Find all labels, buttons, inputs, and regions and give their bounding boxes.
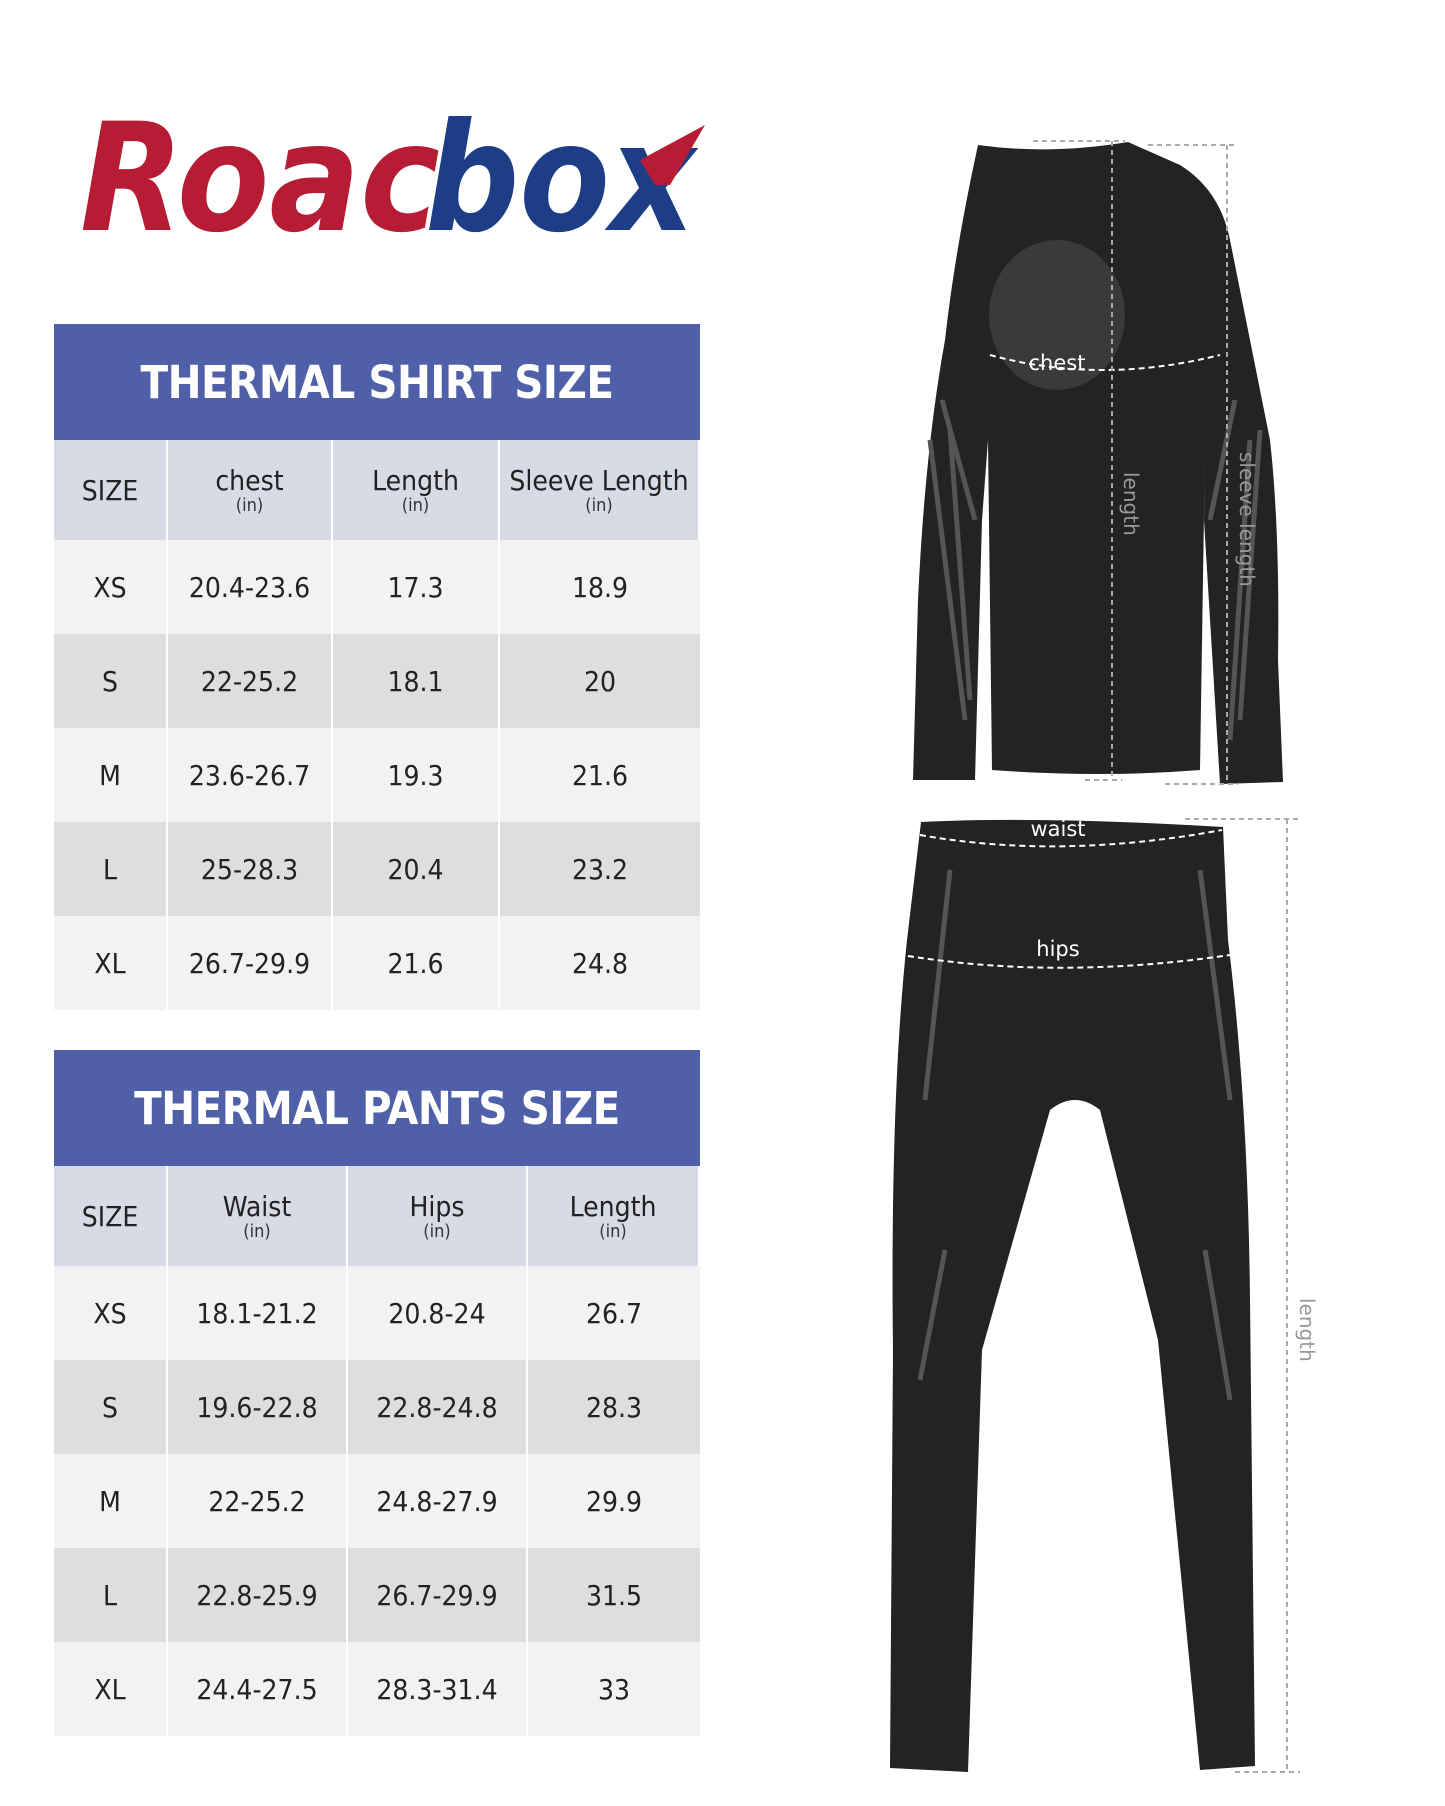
column-unit: (in) <box>599 1221 627 1242</box>
shirt-header-row: SIZE chest (in) Length (in) Sleeve Length (in) <box>54 440 700 540</box>
table-row: S 19.6-22.8 22.8-24.8 28.3 <box>54 1360 700 1454</box>
column-header: Length (in) <box>333 440 500 540</box>
svg-text:Roac: Roac <box>80 105 440 245</box>
measurement-cell: 23.6-26.7 <box>168 728 333 822</box>
measurement-cell: 18.9 <box>571 570 629 604</box>
size-cell: M <box>54 1454 168 1548</box>
column-unit: (in) <box>243 1221 271 1242</box>
size-cell: L <box>54 1548 168 1642</box>
measurement-cell: 20.4 <box>333 822 500 916</box>
measurement-cell: 21.6 <box>571 758 629 792</box>
column-unit: (in) <box>401 495 430 516</box>
size-cell: L <box>54 822 168 916</box>
column-label: SIZE <box>81 1199 139 1233</box>
table-row: M 23.6-26.7 19.3 21.6 <box>54 728 700 822</box>
roadbox-logo: Roac box <box>80 105 705 245</box>
column-header: Length (in) <box>528 1166 700 1266</box>
size-cell: XL <box>54 1642 168 1736</box>
measurement-cell: 31.5 <box>585 1578 643 1612</box>
measurement-cell: 18.1-21.2 <box>168 1266 348 1360</box>
table-row: XS 20.4-23.6 17.3 18.9 <box>54 540 700 634</box>
size-cell: S <box>54 1360 168 1454</box>
measurement-cell: 26.7-29.9 <box>168 916 333 1010</box>
measurement-cell: 29.9 <box>585 1484 643 1518</box>
shirt-size-table: THERMAL SHIRT SIZE SIZE chest (in) Length (i… <box>54 324 700 1010</box>
column-label: Hips <box>409 1190 465 1223</box>
pants-table-title: THERMAL PANTS SIZE <box>54 1050 700 1166</box>
column-unit: (in) <box>235 495 264 516</box>
shirt-table-title: THERMAL SHIRT SIZE <box>54 324 700 440</box>
garment-illustration: chest length sleeve length waist hips le… <box>890 140 1319 1773</box>
pants-hips-line: hips <box>907 937 1231 969</box>
measurement-cell: 24.8-27.9 <box>348 1454 528 1548</box>
measurement-cell: 20 <box>583 664 617 698</box>
column-label: Length <box>569 1190 657 1223</box>
measurement-cell: 22-25.2 <box>168 1454 348 1548</box>
measurement-cell: 23.2 <box>571 852 629 886</box>
measurement-cell: 28.3 <box>585 1390 643 1424</box>
measurement-cell: 20.4-23.6 <box>168 540 333 634</box>
table-row: M 22-25.2 24.8-27.9 29.9 <box>54 1454 700 1548</box>
column-label: chest <box>215 464 284 497</box>
column-header: Waist (in) <box>168 1166 348 1266</box>
table-row: L 22.8-25.9 26.7-29.9 31.5 <box>54 1548 700 1642</box>
column-header: SIZE <box>54 1166 168 1266</box>
measurement-cell: 24.4-27.5 <box>168 1642 348 1736</box>
measurement-cell: 22-25.2 <box>168 634 333 728</box>
shirt-image <box>913 142 1283 784</box>
measurement-cell: 26.7 <box>585 1296 643 1330</box>
waist-label: waist <box>1030 817 1085 841</box>
column-unit: (in) <box>585 495 613 516</box>
chest-label: chest <box>1029 351 1086 375</box>
measurement-cell: 20.8-24 <box>348 1266 528 1360</box>
column-header: SIZE <box>54 440 168 540</box>
shirt-sleeve-dimension: sleeve length <box>1148 144 1259 785</box>
shirt-chest-line: chest <box>989 351 1221 375</box>
pants-image <box>890 819 1255 1772</box>
column-label: Length <box>372 464 459 497</box>
pants-header-row: SIZE Waist (in) Hips (in) Length (in) <box>54 1166 700 1266</box>
measurement-cell: 21.6 <box>333 916 500 1010</box>
measurement-cell: 26.7-29.9 <box>348 1548 528 1642</box>
measurement-cell: 33 <box>597 1672 631 1706</box>
measurement-cell: 24.8 <box>571 946 629 980</box>
measurement-cell: 28.3-31.4 <box>348 1642 528 1736</box>
column-label: SIZE <box>81 473 139 507</box>
column-label: Waist <box>222 1190 292 1223</box>
measurement-cell: 25-28.3 <box>168 822 333 916</box>
measurement-cell: 17.3 <box>333 540 500 634</box>
measurement-cell: 19.3 <box>333 728 500 822</box>
column-header: Hips (in) <box>348 1166 528 1266</box>
table-row: L 25-28.3 20.4 23.2 <box>54 822 700 916</box>
measurement-cell: 22.8-24.8 <box>348 1360 528 1454</box>
size-cell: XL <box>54 916 168 1010</box>
column-label: Sleeve Length <box>509 464 689 497</box>
shirt-length-dimension: length <box>1033 140 1143 781</box>
measurement-cell: 22.8-25.9 <box>168 1548 348 1642</box>
table-row: XS 18.1-21.2 20.8-24 26.7 <box>54 1266 700 1360</box>
measurement-cell: 19.6-22.8 <box>168 1360 348 1454</box>
hips-label: hips <box>1036 937 1079 961</box>
column-header: Sleeve Length (in) <box>500 440 700 540</box>
size-cell: S <box>54 634 168 728</box>
pants-length-label: length <box>1295 1298 1319 1362</box>
column-header: chest (in) <box>168 440 333 540</box>
shirt-length-label: length <box>1119 472 1143 536</box>
table-row: XL 26.7-29.9 21.6 24.8 <box>54 916 700 1010</box>
shirt-sleeve-length-label: sleeve length <box>1235 452 1259 587</box>
size-cell: XS <box>54 1266 168 1360</box>
size-cell: XS <box>54 540 168 634</box>
pants-length-dimension: length <box>1185 818 1319 1773</box>
table-row: S 22-25.2 18.1 20 <box>54 634 700 728</box>
table-row: XL 24.4-27.5 28.3-31.4 33 <box>54 1642 700 1736</box>
pants-waist-line: waist <box>919 817 1223 848</box>
column-unit: (in) <box>423 1221 451 1242</box>
pants-size-table: THERMAL PANTS SIZE SIZE Waist (in) Hips (in)… <box>54 1050 700 1736</box>
size-cell: M <box>54 728 168 822</box>
measurement-cell: 18.1 <box>333 634 500 728</box>
